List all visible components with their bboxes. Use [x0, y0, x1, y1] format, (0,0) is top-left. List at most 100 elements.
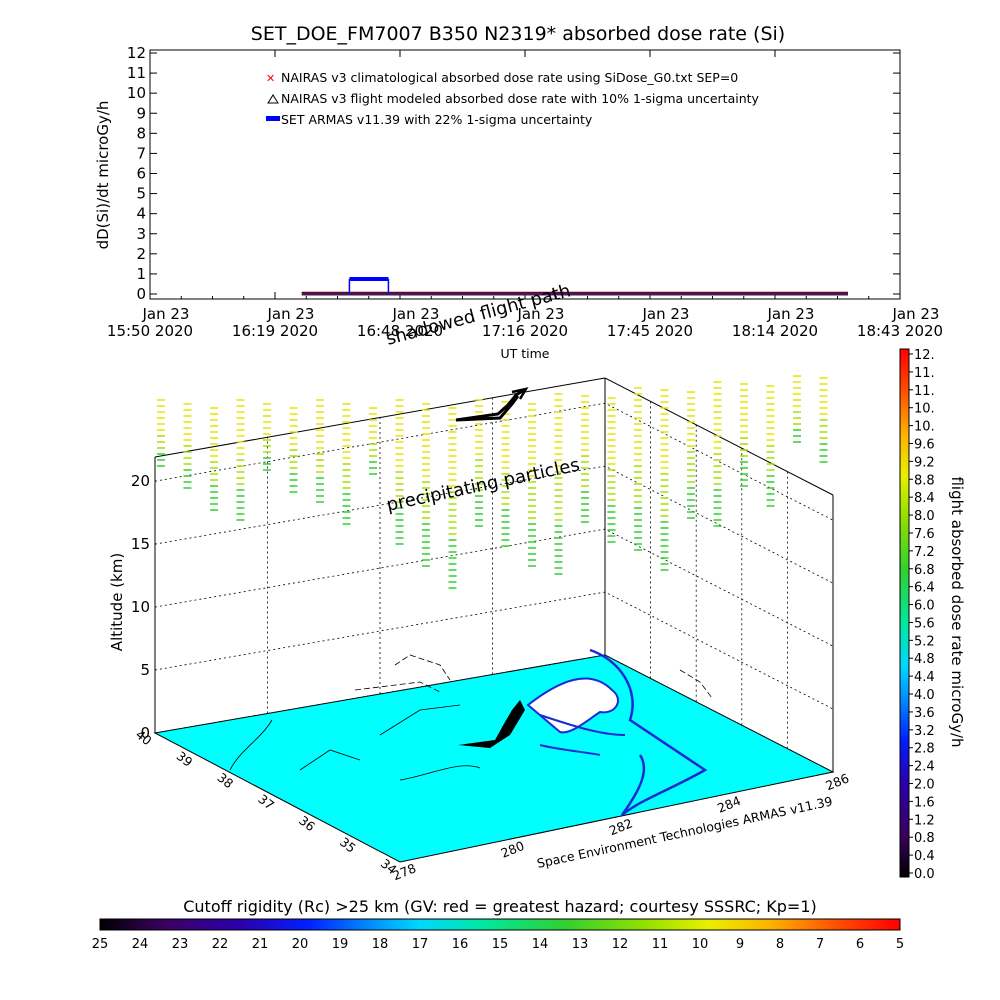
- state-borders: [229, 704, 481, 781]
- x-tick-time: 16:19 2020: [232, 322, 318, 340]
- cutoff-colorbar-tick-label: 22: [212, 937, 229, 952]
- legend-marker-dot: [266, 116, 280, 121]
- figure-title: SET_DOE_FM7007 B350 N2319* absorbed dose…: [251, 23, 785, 45]
- dose-colorbar-tick-label: 0.8: [914, 831, 935, 846]
- x-tick-date: Jan 23: [392, 305, 440, 323]
- dose-colorbar-tick-label: 8.0: [914, 509, 935, 524]
- cutoff-colorbar-tick-label: 11: [652, 937, 669, 952]
- dose-colorbar-tick-label: 8.4: [914, 491, 935, 506]
- x-tick-date: Jan 23: [267, 305, 315, 323]
- flight-path: [455, 388, 525, 422]
- dose-colorbar-label: flight absorbed dose rate microGy/h: [948, 476, 966, 747]
- cutoff-colorbar-tick-label: 16: [452, 937, 469, 952]
- shadow-boundary-east: [679, 669, 713, 699]
- dose-colorbar-tick-label: 0.0: [914, 867, 935, 882]
- y-tick-label: 11: [127, 64, 146, 82]
- cutoff-colorbar-tick-label: 5: [896, 937, 904, 952]
- river-channel: [539, 744, 601, 756]
- dose-colorbar-tick-label: 3.2: [914, 724, 935, 739]
- altitude-axis-ticks: 0 5 10 15 20: [131, 472, 150, 742]
- altitude-gridline: [154, 591, 834, 710]
- dose-colorbar-gradient: [899, 348, 910, 878]
- x-tick-time: 17:16 2020: [482, 322, 568, 340]
- x-tick-time: 16:48 2020: [357, 322, 443, 340]
- altitude-tick-label: 0: [140, 724, 150, 742]
- timeseries-y-label: dD(Si)/dt microGy/h: [94, 101, 112, 250]
- dose-colorbar-tick-label: 4.4: [914, 670, 935, 685]
- longitude-tick-label: 286: [823, 770, 851, 793]
- ground-track-shadow: [458, 700, 525, 748]
- cutoff-colorbar-tick-label: 8: [776, 937, 784, 952]
- dose-colorbar-tick-label: 2.0: [914, 778, 935, 793]
- y-tick-label: 8: [136, 124, 146, 142]
- legend-label: NAIRAS v3 climatological absorbed dose r…: [281, 70, 738, 85]
- cutoff-colorbar-tick-label: 9: [736, 937, 744, 952]
- cutoff-colorbar-tick-label: 14: [532, 937, 549, 952]
- legend-entry: NAIRAS v3 flight modeled absorbed dose r…: [267, 91, 760, 106]
- legend-entry: SET ARMAS v11.39 with 22% 1-sigma uncert…: [266, 112, 593, 127]
- altitude-gridline: [154, 402, 834, 521]
- cutoff-colorbar-tick-label: 17: [412, 937, 429, 952]
- dose-colorbar-tick-label: 4.0: [914, 688, 935, 703]
- cutoff-colorbar-tick-label: 12: [612, 937, 629, 952]
- x-tick-date: Jan 23: [892, 305, 940, 323]
- cutoff-colorbar-tick-label: 7: [816, 937, 824, 952]
- dose-colorbar-tick-label: 6.0: [914, 599, 935, 614]
- dose-colorbar-tick-label: 0.4: [914, 849, 935, 864]
- dose-colorbar-tick-label: 12.: [914, 348, 935, 363]
- y-tick-label: 0: [136, 285, 146, 303]
- dose-colorbar-tick-label: 9.6: [914, 437, 935, 452]
- dose-colorbar-tick-label: 6.8: [914, 563, 935, 578]
- y-tick-label: 5: [136, 185, 146, 203]
- x-tick-time: 18:14 2020: [732, 322, 818, 340]
- y-tick-label: 9: [136, 104, 146, 122]
- dose-colorbar-tick-label: 7.2: [914, 545, 935, 560]
- river-estuary: [539, 714, 626, 736]
- cutoff-colorbar-tick-label: 6: [856, 937, 864, 952]
- altitude-gridline: [154, 465, 834, 584]
- cutoff-rigidity-colorbar: Cutoff rigidity (Rc) >25 km (GV: red = g…: [92, 897, 904, 952]
- cutoff-colorbar-tick-label: 10: [692, 937, 709, 952]
- coastline: [589, 648, 708, 816]
- flight-path-arrow: [511, 387, 529, 400]
- latitude-tick-label: 40: [133, 727, 155, 749]
- timeseries-series: [301, 276, 848, 296]
- dose-colorbar-tick-label: 11.: [914, 384, 935, 399]
- dose-colorbar-tick-label: 1.2: [914, 813, 935, 828]
- legend-marker-x: ✕: [266, 72, 275, 85]
- y-tick-label: 1: [136, 265, 146, 283]
- timeseries-frame: [149, 49, 901, 300]
- precipitating-particles: [157, 375, 828, 589]
- dose-colorbar-tick-label: 8.8: [914, 473, 935, 488]
- shadow-boundary: [354, 654, 451, 693]
- dose-colorbar-tick-label: 6.4: [914, 581, 935, 596]
- cutoff-colorbar-tick-label: 15: [492, 937, 509, 952]
- y-tick-label: 6: [136, 165, 146, 183]
- x-tick-time: 15:50 2020: [107, 322, 193, 340]
- x-tick-date: Jan 23: [642, 305, 690, 323]
- cutoff-colorbar-tick-label: 24: [132, 937, 149, 952]
- dose-colorbar-ticks: 12. 11. 11. 10. 10. 9.6 9.2 8.8 8.4 8.0 7.6 7.2 6.8 6…: [909, 348, 935, 882]
- cutoff-colorbar-ticks: 25 24 23 22 21 20 19 18 17 16 15 14 13 12 11 10 9 8 7 6 5: [92, 937, 904, 952]
- dose-colorbar-tick-label: 7.6: [914, 527, 935, 542]
- legend-marker-triangle: [267, 94, 279, 104]
- cutoff-colorbar-tick-label: 13: [572, 937, 589, 952]
- cutoff-colorbar-tick-label: 19: [332, 937, 349, 952]
- cutoff-colorbar-tick-label: 25: [92, 937, 109, 952]
- altitude-tick-label: 5: [140, 661, 150, 679]
- y-tick-label: 12: [127, 44, 146, 62]
- x-tick-date: Jan 23: [767, 305, 815, 323]
- altitude-axis-label: Altitude (km): [108, 553, 126, 651]
- legend-label: SET ARMAS v11.39 with 22% 1-sigma uncert…: [281, 112, 593, 127]
- precipitating-particles-annotation: precipitating particles: [385, 454, 582, 515]
- cutoff-colorbar-tick-label: 18: [372, 937, 389, 952]
- dose-colorbar-tick-label: 10.: [914, 402, 935, 417]
- dose-colorbar-tick-label: 1.6: [914, 795, 935, 810]
- cutoff-colorbar-tick-label: 23: [172, 937, 189, 952]
- x-tick-date: Jan 23: [517, 305, 565, 323]
- x-tick-date: Jan 23: [142, 305, 190, 323]
- dose-colorbar-tick-label: 5.2: [914, 634, 935, 649]
- dose-colorbar-tick-label: 2.4: [914, 760, 935, 775]
